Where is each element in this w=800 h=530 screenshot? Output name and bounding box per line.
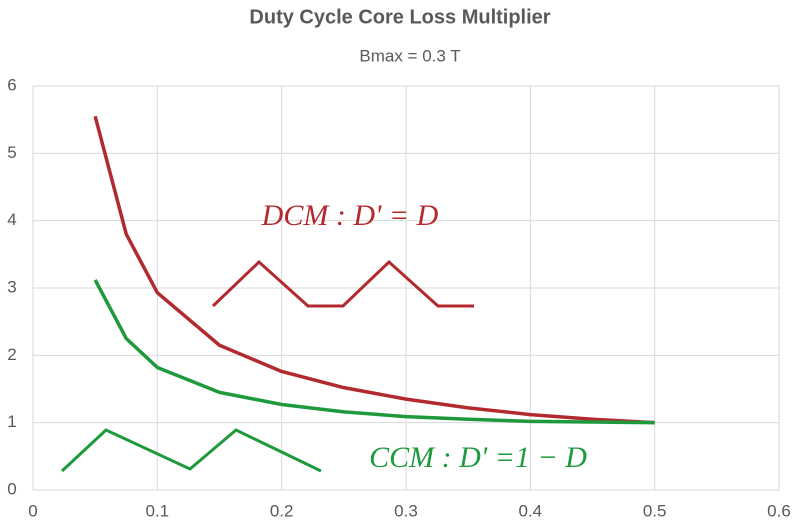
x-tick-label: 0.5 bbox=[643, 501, 667, 520]
y-tick-label: 6 bbox=[7, 75, 16, 94]
ccm-annotation: CCM : D' =1 − D bbox=[369, 441, 587, 474]
chart-title: Duty Cycle Core Loss Multiplier bbox=[249, 6, 550, 28]
x-tick-label: 0.1 bbox=[146, 501, 170, 520]
chart-subtitle: Bmax = 0.3 T bbox=[359, 46, 460, 65]
y-tick-label: 0 bbox=[7, 479, 16, 498]
dcm-annotation: DCM : D' = D bbox=[261, 199, 439, 232]
y-tick-label: 3 bbox=[7, 277, 16, 296]
x-tick-label: 0.4 bbox=[519, 501, 543, 520]
x-tick-label: 0 bbox=[28, 501, 37, 520]
y-tick-label: 2 bbox=[7, 345, 16, 364]
x-tick-label: 0.3 bbox=[394, 501, 418, 520]
y-tick-label: 4 bbox=[7, 210, 16, 229]
y-tick-label: 1 bbox=[7, 412, 16, 431]
ccm-waveform bbox=[60, 428, 322, 473]
series-line bbox=[93, 115, 655, 425]
grid bbox=[32, 85, 780, 491]
series-line bbox=[93, 279, 655, 425]
x-tick-label: 0.6 bbox=[767, 501, 791, 520]
dcm-waveform bbox=[211, 259, 474, 308]
y-tick-label: 5 bbox=[7, 143, 16, 162]
x-tick-label: 0.2 bbox=[270, 501, 294, 520]
